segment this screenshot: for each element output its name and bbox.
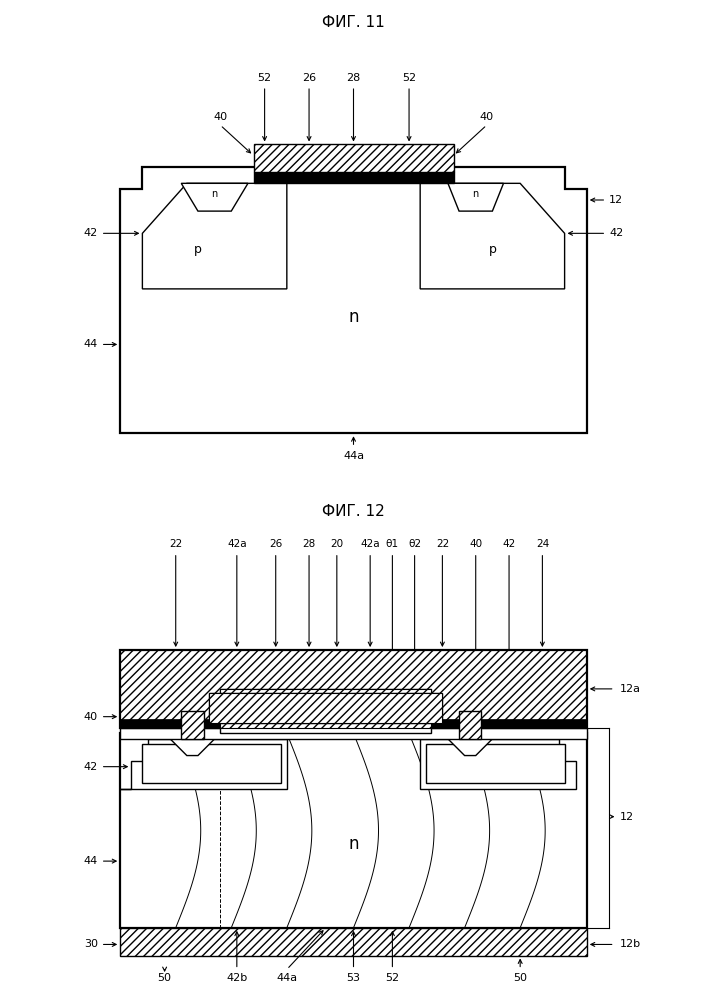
Text: 12: 12 — [609, 195, 623, 205]
Text: ФИГ. 12: ФИГ. 12 — [322, 504, 385, 519]
Text: 30: 30 — [84, 939, 98, 949]
Bar — [254, 144, 453, 172]
Polygon shape — [420, 183, 565, 289]
Text: θ1: θ1 — [386, 539, 399, 549]
Polygon shape — [120, 739, 287, 789]
Text: n: n — [349, 308, 358, 326]
Text: 40: 40 — [84, 712, 98, 722]
Text: 22: 22 — [436, 539, 449, 549]
Polygon shape — [170, 739, 215, 756]
Text: p: p — [194, 243, 202, 256]
Polygon shape — [448, 183, 503, 211]
Text: 40: 40 — [213, 112, 227, 122]
Polygon shape — [459, 711, 481, 739]
Text: n: n — [189, 739, 196, 749]
Polygon shape — [142, 183, 287, 289]
Bar — [120, 719, 587, 728]
Polygon shape — [420, 739, 575, 789]
Bar — [426, 744, 565, 783]
Text: 52: 52 — [257, 73, 271, 83]
Text: n: n — [349, 835, 358, 853]
Text: 40: 40 — [480, 112, 494, 122]
Text: 22: 22 — [169, 539, 182, 549]
Bar — [142, 744, 281, 783]
Text: p: p — [172, 766, 180, 779]
Text: 42: 42 — [503, 539, 515, 549]
Bar — [220, 689, 431, 728]
Text: 20: 20 — [330, 539, 344, 549]
Text: 40: 40 — [469, 539, 482, 549]
Text: 24: 24 — [536, 539, 549, 549]
Text: 50: 50 — [158, 973, 172, 983]
Bar — [254, 172, 453, 183]
Bar — [209, 693, 443, 723]
Text: 42b: 42b — [226, 973, 247, 983]
Text: 42: 42 — [609, 228, 624, 238]
Text: n: n — [467, 739, 473, 749]
Text: 26: 26 — [269, 539, 282, 549]
Text: 52: 52 — [385, 973, 399, 983]
Text: 53: 53 — [346, 973, 361, 983]
Polygon shape — [448, 739, 492, 756]
Text: 42a: 42a — [361, 539, 380, 549]
Text: 42: 42 — [83, 762, 98, 772]
Text: ФИГ. 11: ФИГ. 11 — [322, 15, 385, 30]
Text: 28: 28 — [303, 539, 316, 549]
Text: 44: 44 — [83, 339, 98, 349]
Text: 52: 52 — [402, 73, 416, 83]
Bar — [120, 650, 587, 728]
Text: n: n — [472, 189, 479, 199]
Text: 12b: 12b — [620, 939, 641, 949]
Text: 12a: 12a — [620, 684, 641, 694]
Polygon shape — [120, 167, 587, 433]
Text: 42: 42 — [83, 228, 98, 238]
Text: 50: 50 — [513, 973, 527, 983]
Bar — [120, 728, 587, 739]
Text: 44a: 44a — [276, 973, 298, 983]
Text: n: n — [211, 189, 218, 199]
Polygon shape — [181, 183, 248, 211]
Bar — [209, 693, 443, 723]
Text: 28: 28 — [346, 73, 361, 83]
Bar — [220, 689, 431, 733]
Text: 26: 26 — [302, 73, 316, 83]
Text: 12: 12 — [620, 812, 634, 822]
Text: p: p — [489, 243, 496, 256]
Text: 42a: 42a — [227, 539, 247, 549]
Text: 44a: 44a — [343, 451, 364, 461]
Polygon shape — [181, 711, 204, 739]
Text: θ2: θ2 — [408, 539, 421, 549]
Text: p: p — [477, 766, 485, 779]
Bar — [120, 928, 587, 956]
Bar — [120, 733, 587, 928]
Text: 44: 44 — [83, 856, 98, 866]
